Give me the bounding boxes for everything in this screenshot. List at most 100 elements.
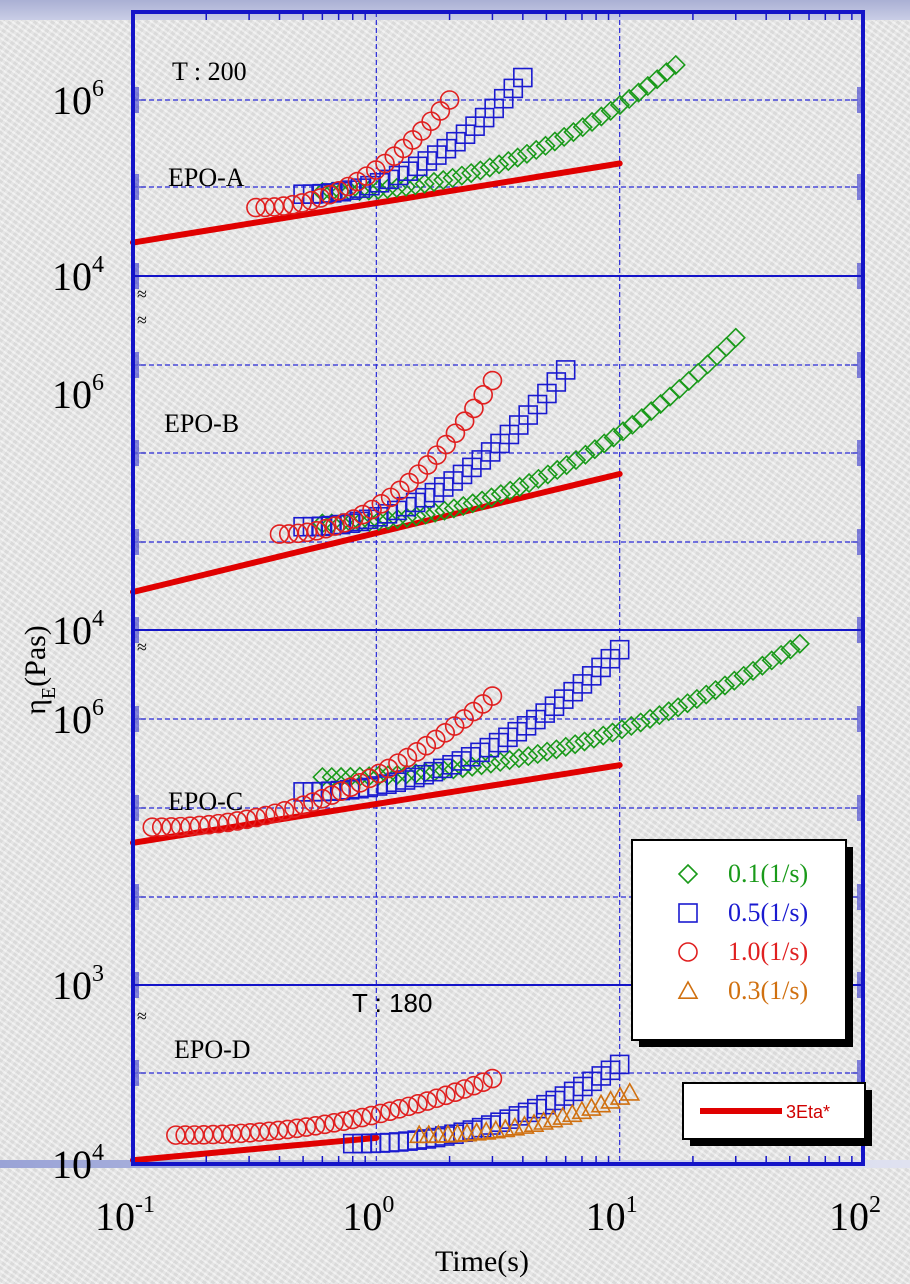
data-point-circle <box>325 516 345 536</box>
data-point-diamond <box>481 487 502 508</box>
data-point-diamond <box>377 178 398 200</box>
data-point-diamond <box>706 345 728 366</box>
data-point-circle <box>321 785 342 805</box>
data-point-diamond <box>462 493 483 514</box>
data-point-circle <box>482 686 503 706</box>
data-point-circle <box>277 1119 298 1140</box>
svg-text:ηE(Pas): ηE(Pas) <box>19 625 60 715</box>
legend-label: 0.1(1/s) <box>728 859 808 888</box>
data-point-diamond <box>659 386 681 407</box>
x-tick-exp: 0 <box>382 1192 394 1218</box>
data-point-diamond <box>451 165 472 186</box>
data-point-circle <box>334 513 355 533</box>
data-point-circle <box>408 1093 428 1114</box>
data-point-circle <box>464 1075 484 1096</box>
data-point-diamond <box>453 495 474 517</box>
data-point-diamond <box>575 444 596 465</box>
data-point-circle <box>338 176 358 197</box>
legend-label: 0.5(1/s) <box>728 898 808 927</box>
data-point-diamond <box>499 749 520 771</box>
eta-line-epo-a <box>130 160 623 246</box>
data-point-diamond <box>669 378 690 400</box>
data-point-circle <box>151 817 172 837</box>
data-point-square <box>555 360 576 380</box>
data-point-circle <box>473 385 493 405</box>
axis-break-mark: ≈ <box>137 284 147 304</box>
y-axis-title-main: η <box>19 699 52 715</box>
y-axis-title-unit: (Pas) <box>19 625 52 687</box>
data-point-diamond <box>583 728 604 749</box>
data-point-diamond <box>546 739 567 760</box>
data-point-circle <box>297 522 318 543</box>
data-point-circle <box>283 194 303 215</box>
data-point-diamond <box>528 468 549 489</box>
data-point-circle <box>287 1118 307 1139</box>
data-point-diamond <box>611 719 633 740</box>
data-point-diamond <box>649 704 670 726</box>
data-point-diamond <box>574 731 595 752</box>
data-point-circle <box>426 1088 447 1109</box>
data-point-diamond <box>733 665 754 686</box>
data-point-circle <box>343 509 364 529</box>
data-point-triangle <box>600 1090 621 1109</box>
data-point-diamond <box>665 54 686 76</box>
x-axis-title: Time(s) <box>435 1245 529 1278</box>
x-tick-exp: 2 <box>869 1192 881 1218</box>
data-point-diamond <box>488 154 510 175</box>
x-tick-exp: -1 <box>135 1192 155 1218</box>
data-point-diamond <box>498 150 519 172</box>
legend-box: 0.1(1/s) 0.5(1/s) 1.0(1/s) 0.3(1/s) <box>631 839 853 1047</box>
data-point-diamond <box>470 160 491 181</box>
data-point-diamond <box>433 169 454 191</box>
data-point-diamond <box>752 655 773 676</box>
data-point-circle <box>315 518 336 539</box>
data-point-circle <box>445 423 466 444</box>
panel-label-epo-d: EPO-D <box>174 1035 251 1064</box>
data-point-diamond <box>761 650 782 671</box>
data-point-circle <box>482 1068 503 1089</box>
x-tick-labels: 10-1 100 101 102 <box>95 1192 881 1239</box>
data-point-diamond <box>742 660 764 681</box>
data-point-circle <box>319 184 340 205</box>
data-point-diamond <box>500 480 521 501</box>
y-tick-base: 10 <box>52 254 92 299</box>
data-point-diamond <box>600 100 621 121</box>
data-point-diamond <box>535 135 556 156</box>
data-point-diamond <box>508 748 530 769</box>
data-point-diamond <box>461 162 482 184</box>
data-point-diamond <box>789 633 810 654</box>
y-tick-label: 104 <box>52 606 104 653</box>
data-point-circle <box>454 411 475 431</box>
x-tick-label: 101 <box>586 1192 638 1239</box>
axis-break-marks: ≈ ≈ ≈ ≈ <box>137 284 147 1026</box>
data-point-circle <box>389 1099 410 1119</box>
data-point-triangle <box>619 1082 641 1101</box>
data-point-circle <box>296 1117 317 1137</box>
legend-label: 1.0(1/s) <box>728 937 808 966</box>
data-point-diamond <box>603 427 624 448</box>
data-point-diamond <box>581 111 603 133</box>
data-point-diamond <box>368 179 389 200</box>
y-tick-exp: 6 <box>92 370 104 396</box>
data-point-diamond <box>518 746 539 767</box>
plot-frame <box>131 10 865 1166</box>
data-point-diamond <box>396 507 418 528</box>
data-point-diamond <box>637 75 658 97</box>
data-point-circle <box>293 795 314 815</box>
x-tick-base: 10 <box>342 1194 382 1239</box>
data-point-diamond <box>780 639 801 660</box>
data-point-diamond <box>619 88 640 110</box>
eta-line-epo-b <box>130 470 623 595</box>
data-point-diamond <box>609 94 631 116</box>
data-point-circle <box>436 434 456 455</box>
data-point-diamond <box>630 712 651 733</box>
data-point-circle <box>350 773 370 793</box>
data-point-triangle <box>581 1097 602 1116</box>
data-point-diamond <box>770 644 792 666</box>
data-point-diamond <box>584 439 605 460</box>
eta-line-epo-c <box>130 762 623 846</box>
data-point-circle <box>397 747 418 768</box>
data-point-circle <box>398 1096 419 1117</box>
data-point-circle <box>362 499 382 520</box>
